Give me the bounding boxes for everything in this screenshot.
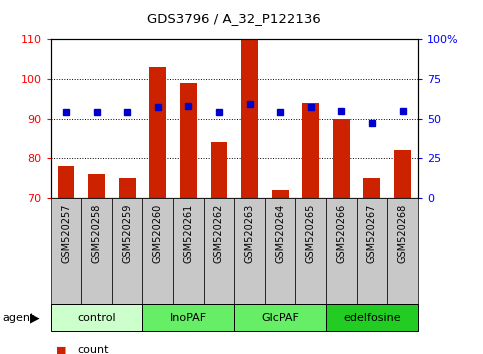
Text: GSM520259: GSM520259	[122, 204, 132, 263]
Text: GSM520261: GSM520261	[184, 204, 193, 263]
Text: GSM520263: GSM520263	[244, 204, 255, 263]
Text: count: count	[77, 346, 109, 354]
Bar	[204, 198, 234, 304]
Bar	[180, 83, 197, 198]
Bar	[333, 119, 350, 198]
Text: GSM520260: GSM520260	[153, 204, 163, 263]
Bar	[326, 304, 418, 331]
Bar	[119, 178, 136, 198]
Text: GDS3796 / A_32_P122136: GDS3796 / A_32_P122136	[147, 12, 321, 25]
Bar	[394, 150, 411, 198]
Bar	[211, 143, 227, 198]
Bar	[81, 198, 112, 304]
Bar	[364, 178, 380, 198]
Bar	[241, 39, 258, 198]
Text: GSM520262: GSM520262	[214, 204, 224, 263]
Text: GSM520267: GSM520267	[367, 204, 377, 263]
Bar	[149, 67, 166, 198]
Text: GSM520258: GSM520258	[92, 204, 101, 263]
Text: InoPAF: InoPAF	[170, 313, 207, 323]
Bar	[88, 175, 105, 198]
Text: GSM520257: GSM520257	[61, 204, 71, 263]
Bar	[302, 103, 319, 198]
Bar	[272, 190, 288, 198]
Bar	[296, 198, 326, 304]
Bar	[234, 304, 326, 331]
Text: ▶: ▶	[30, 311, 40, 324]
Bar	[356, 198, 387, 304]
Text: control: control	[77, 313, 116, 323]
Text: GSM520266: GSM520266	[336, 204, 346, 263]
Bar	[112, 198, 142, 304]
Bar	[265, 198, 296, 304]
Bar	[173, 198, 204, 304]
Text: GlcPAF: GlcPAF	[261, 313, 299, 323]
Text: ■: ■	[56, 346, 66, 354]
Bar	[326, 198, 356, 304]
Bar	[51, 304, 142, 331]
Bar	[57, 166, 74, 198]
Text: GSM520264: GSM520264	[275, 204, 285, 263]
Bar	[51, 198, 81, 304]
Text: edelfosine: edelfosine	[343, 313, 401, 323]
Bar	[387, 198, 418, 304]
Bar	[234, 198, 265, 304]
Text: GSM520265: GSM520265	[306, 204, 316, 263]
Bar	[142, 304, 234, 331]
Text: agent: agent	[2, 313, 35, 323]
Text: GSM520268: GSM520268	[398, 204, 408, 263]
Bar	[142, 198, 173, 304]
